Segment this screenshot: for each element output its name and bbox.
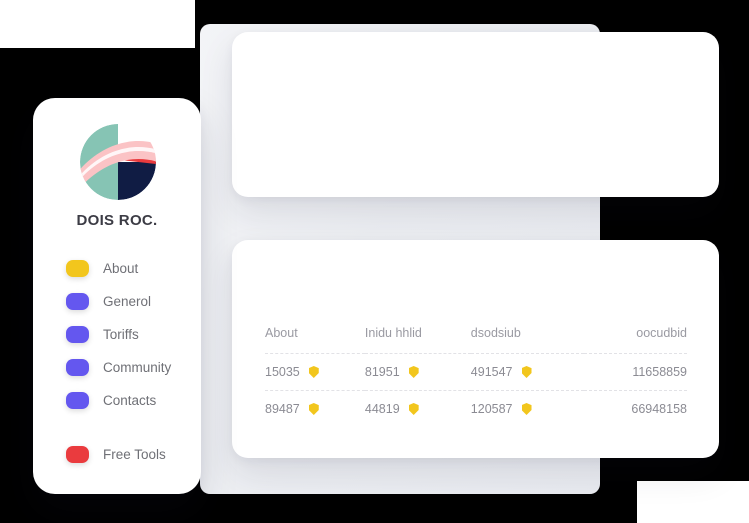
sidebar-item-label: Toriffs xyxy=(103,327,139,342)
cell-about: 89487 xyxy=(265,390,365,427)
shield-icon xyxy=(308,403,319,415)
table-row[interactable]: 15035 81951 491547 xyxy=(265,353,687,391)
sidebar-item-label: Community xyxy=(103,360,172,375)
background-block-top-left xyxy=(0,0,195,48)
sidebar-item-contacts[interactable]: Contacts xyxy=(66,384,196,417)
sidebar-item-toriffs[interactable]: Toriffs xyxy=(66,318,196,351)
abstract-circle-logo-icon xyxy=(74,122,162,202)
sidebar-item-label: Contacts xyxy=(103,393,157,408)
table-header-row: About Inidu hhlid dsodsiub oocudbid xyxy=(265,326,687,354)
cell-value: 66948158 xyxy=(631,402,687,416)
column-header-about[interactable]: About xyxy=(265,326,298,340)
shield-icon xyxy=(408,403,419,415)
sidebar-item-label: Free Tools xyxy=(103,447,166,462)
bullet-icon xyxy=(66,446,89,463)
sidebar-item-community[interactable]: Community xyxy=(66,351,196,384)
cell-value: 44819 xyxy=(364,402,400,416)
column-header-inidu[interactable]: Inidu hhlid xyxy=(364,326,422,340)
shield-icon xyxy=(521,366,532,378)
bullet-icon xyxy=(66,260,89,277)
charts-card xyxy=(232,32,719,197)
cell-value: 120587 xyxy=(470,402,513,416)
sidebar-item-about[interactable]: About xyxy=(66,252,196,285)
table-row[interactable]: 89487 44819 120587 xyxy=(265,390,687,427)
cell-value: 491547 xyxy=(470,365,513,379)
column-header-oocudbid[interactable]: oocudbid xyxy=(636,326,687,340)
cell-dsodsiub: 491547 xyxy=(470,353,584,391)
cell-value: 15035 xyxy=(265,365,300,379)
bullet-icon xyxy=(66,326,89,343)
column-header-dsodsiub[interactable]: dsodsiub xyxy=(470,326,521,340)
shield-icon xyxy=(308,366,319,378)
sidebar-item-label: About xyxy=(103,261,139,276)
data-table: About Inidu hhlid dsodsiub oocudbid 1503… xyxy=(265,326,687,427)
cell-oocudbid: 11658859 xyxy=(583,353,687,391)
cell-value: 11658859 xyxy=(632,365,687,379)
sidebar-item-generol[interactable]: Generol xyxy=(66,285,196,318)
cell-inidu: 44819 xyxy=(364,390,471,427)
sidebar-nav: About Generol Toriffs Community Contacts… xyxy=(66,252,196,471)
shield-icon xyxy=(408,366,419,378)
bullet-icon xyxy=(66,359,89,376)
cell-inidu: 81951 xyxy=(364,353,471,391)
background-block-bottom-right xyxy=(637,481,749,523)
sidebar-item-label: Generol xyxy=(103,294,152,309)
cell-about: 15035 xyxy=(265,353,365,391)
cell-dsodsiub: 120587 xyxy=(470,390,584,427)
bullet-icon xyxy=(66,392,89,409)
cell-value: 89487 xyxy=(265,402,300,416)
sidebar-item-free-tools[interactable]: Free Tools xyxy=(66,438,196,471)
bullet-icon xyxy=(66,293,89,310)
cell-oocudbid: 66948158 xyxy=(583,390,687,427)
brand-title: DOIS ROC. xyxy=(76,212,158,229)
shield-icon xyxy=(521,403,532,415)
cell-value: 81951 xyxy=(364,365,400,379)
